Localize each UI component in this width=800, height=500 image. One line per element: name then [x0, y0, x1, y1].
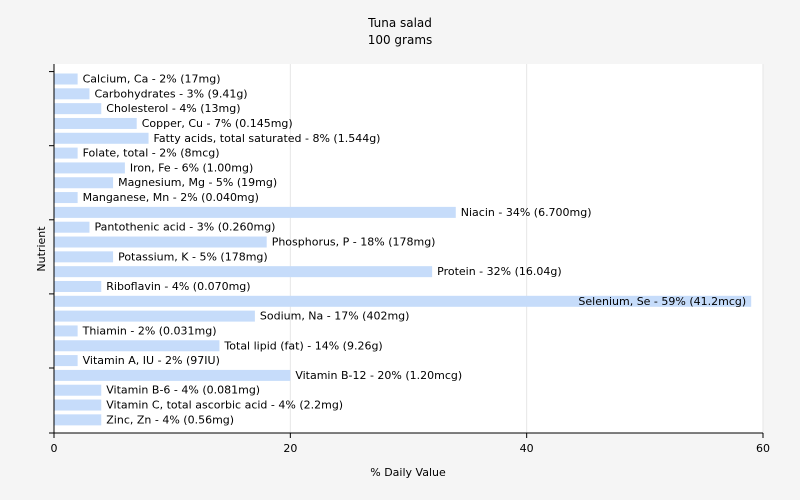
x-ticks-group: 0 20 40 60: [51, 433, 770, 455]
bar-label: Vitamin B-6 - 4% (0.081mg): [106, 384, 260, 397]
bar: [54, 236, 267, 248]
bar-label: Selenium, Se - 59% (41.2mcg): [578, 295, 746, 308]
bar-label: Carbohydrates - 3% (9.41g): [94, 87, 247, 100]
bar: [54, 340, 220, 352]
bar-label: Calcium, Ca - 2% (17mg): [83, 73, 221, 86]
bar-label: Cholesterol - 4% (13mg): [106, 102, 240, 115]
bar-label: Phosphorus, P - 18% (178mg): [272, 236, 436, 249]
bar: [54, 132, 149, 144]
bar: [54, 117, 137, 129]
bar: [54, 384, 102, 396]
bar-label: Protein - 32% (16.04g): [437, 265, 562, 278]
x-tick-label: 40: [520, 442, 534, 455]
bar: [54, 177, 114, 189]
bar: [54, 399, 102, 411]
bar-label: Magnesium, Mg - 5% (19mg): [118, 176, 277, 189]
bar-label: Folate, total - 2% (8mcg): [83, 147, 220, 160]
bar: [54, 206, 456, 218]
x-tick-label: 0: [51, 442, 58, 455]
bar: [54, 103, 102, 115]
bar: [54, 221, 90, 233]
bar: [54, 88, 90, 100]
bar: [54, 266, 433, 278]
bar-label: Manganese, Mn - 2% (0.040mg): [83, 191, 259, 204]
bar-label: Potassium, K - 5% (178mg): [118, 250, 268, 263]
bar: [54, 295, 752, 307]
bar: [54, 310, 255, 322]
x-tick-label: 20: [283, 442, 297, 455]
bar: [54, 369, 291, 381]
bar-label: Fatty acids, total saturated - 8% (1.544…: [154, 132, 381, 145]
bar-label: Niacin - 34% (6.700mg): [461, 206, 592, 219]
y-tick-marks: [49, 71, 54, 434]
bar-label: Vitamin B-12 - 20% (1.20mcg): [295, 369, 462, 382]
bars-group: [54, 73, 752, 426]
x-axis-label: % Daily Value: [370, 466, 446, 479]
bar-label: Sodium, Na - 17% (402mg): [260, 310, 410, 323]
x-tick-label: 60: [756, 442, 770, 455]
grid-lines: [289, 64, 764, 433]
y-axis-label: Nutrient: [35, 226, 48, 272]
bar-label: Vitamin C, total ascorbic acid - 4% (2.2…: [106, 399, 343, 412]
chart-title: Tuna salad: [367, 16, 432, 30]
bar-label: Pantothenic acid - 3% (0.260mg): [94, 221, 275, 234]
bar-label: Iron, Fe - 6% (1.00mg): [130, 161, 253, 174]
bar: [54, 162, 125, 174]
bar: [54, 73, 78, 85]
bar: [54, 251, 114, 263]
bar: [54, 414, 102, 426]
bar: [54, 147, 78, 159]
bar-label: Total lipid (fat) - 14% (9.26g): [223, 339, 382, 352]
bar-label: Vitamin A, IU - 2% (97IU): [83, 354, 220, 367]
bar-labels-group: Calcium, Ca - 2% (17mg)Carbohydrates - 3…: [82, 73, 747, 427]
bar-label: Zinc, Zn - 4% (0.56mg): [106, 413, 234, 426]
bar-label: Thiamin - 2% (0.031mg): [82, 324, 217, 337]
bar: [54, 355, 78, 367]
bar-label: Riboflavin - 4% (0.070mg): [106, 280, 250, 293]
bar: [54, 192, 78, 204]
bar: [54, 325, 78, 337]
bar-label: Copper, Cu - 7% (0.145mg): [142, 117, 293, 130]
bar: [54, 280, 102, 292]
chart-subtitle: 100 grams: [368, 33, 433, 47]
